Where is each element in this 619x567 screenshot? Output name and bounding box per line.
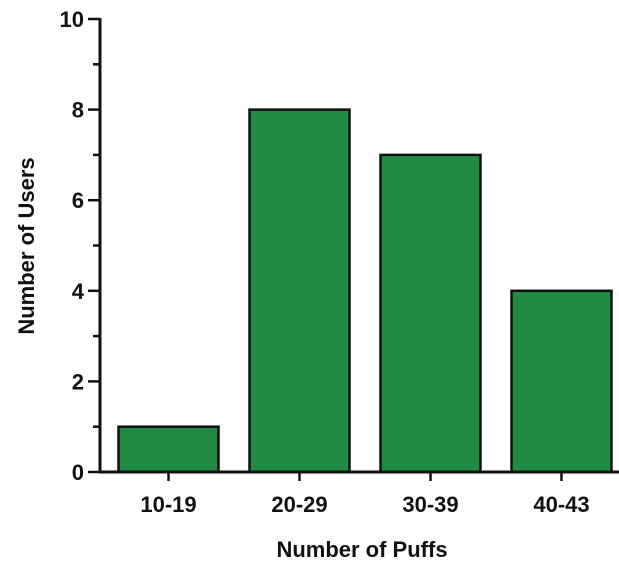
- x-axis-title: Number of Puffs: [276, 537, 447, 562]
- y-tick-label: 6: [72, 188, 84, 213]
- y-tick-label: 0: [72, 460, 84, 485]
- y-axis-ticks: 0 2 4 6 8 10: [60, 7, 100, 485]
- bar-20-29: [248, 108, 351, 474]
- y-tick-label: 8: [72, 98, 84, 123]
- y-axis-title: Number of Users: [14, 157, 39, 334]
- x-tick-label-10-19: 10-19: [140, 492, 196, 517]
- bars: [117, 108, 613, 474]
- bar-10-19: [117, 425, 220, 474]
- y-tick-label: 10: [60, 7, 84, 32]
- x-axis-tick-labels: 10-19 20-29 30-39 40-43: [140, 472, 590, 517]
- y-tick-label: 2: [72, 369, 84, 394]
- x-tick-label-30-39: 30-39: [402, 492, 458, 517]
- x-tick-label-20-29: 20-29: [271, 492, 327, 517]
- y-tick-label: 4: [72, 279, 85, 304]
- bar-40-43: [510, 289, 613, 474]
- x-tick-label-40-43: 40-43: [533, 492, 589, 517]
- bar-30-39: [379, 153, 482, 474]
